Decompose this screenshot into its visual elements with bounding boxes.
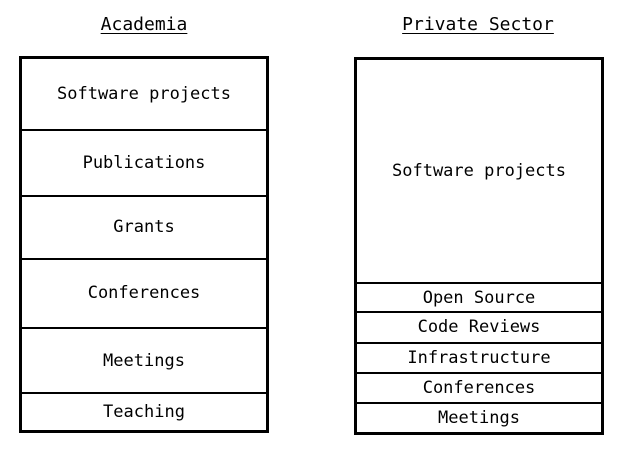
block-label: Software projects bbox=[57, 83, 231, 104]
block-label: Code Reviews bbox=[417, 317, 541, 338]
private-block-open-source: Open Source bbox=[357, 282, 601, 311]
block-label: Conferences bbox=[87, 283, 201, 304]
block-label: Publications bbox=[82, 152, 206, 173]
private-block-meetings: Meetings bbox=[357, 401, 601, 432]
private-block-software-projects: Software projects bbox=[357, 60, 601, 282]
block-label: Infrastructure bbox=[407, 347, 551, 368]
private-sector-title: Private Sector bbox=[402, 14, 554, 35]
academia-block-meetings: Meetings bbox=[22, 327, 266, 392]
private-block-code-reviews: Code Reviews bbox=[357, 311, 601, 341]
block-label: Meetings bbox=[103, 350, 185, 371]
block-label: Conferences bbox=[422, 377, 536, 398]
block-label: Software projects bbox=[392, 161, 566, 182]
academia-block-software-projects: Software projects bbox=[22, 59, 266, 129]
private-block-conferences: Conferences bbox=[357, 371, 601, 402]
private-sector-stack: Software projects Open Source Code Revie… bbox=[354, 57, 604, 435]
block-label: Open Source bbox=[422, 287, 536, 308]
academia-title: Academia bbox=[100, 14, 188, 35]
block-label: Meetings bbox=[438, 407, 520, 428]
academia-block-publications: Publications bbox=[22, 128, 266, 195]
block-label: Teaching bbox=[103, 402, 185, 423]
academia-block-conferences: Conferences bbox=[22, 257, 266, 328]
block-label: Grants bbox=[113, 217, 175, 238]
academia-block-teaching: Teaching bbox=[22, 392, 266, 430]
academia-stack: Software projects Publications Grants Co… bbox=[19, 56, 269, 433]
private-block-infrastructure: Infrastructure bbox=[357, 341, 601, 372]
academia-block-grants: Grants bbox=[22, 194, 266, 258]
